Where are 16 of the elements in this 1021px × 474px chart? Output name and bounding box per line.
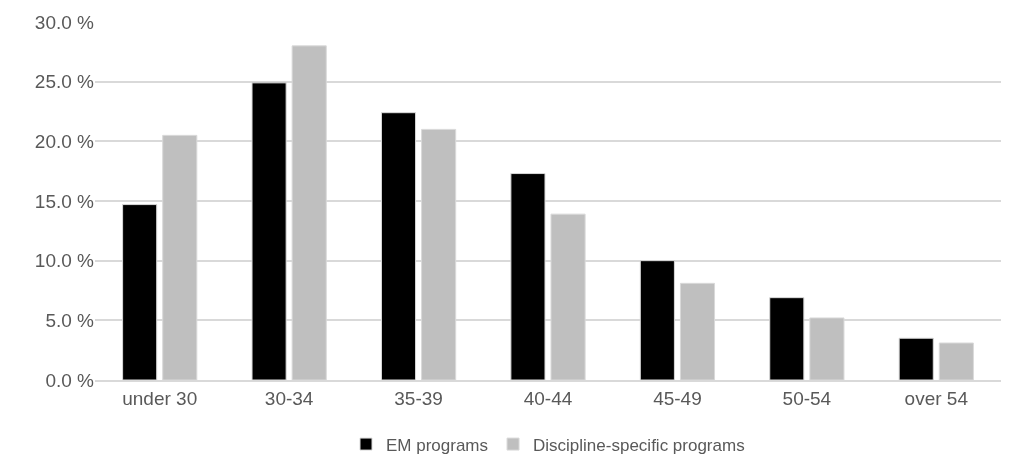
y-tick-label: 0.0 % — [45, 369, 95, 391]
legend-label: EM programs — [386, 435, 489, 455]
y-tick-label: 15.0 % — [34, 190, 95, 212]
x-tick-label: 30-34 — [264, 387, 314, 409]
x-tick-label: 50-54 — [782, 387, 832, 409]
y-tick-label: 20.0 % — [34, 130, 95, 152]
y-tick-label: 10.0 % — [34, 250, 95, 272]
y-tick-label: 5.0 % — [45, 309, 95, 331]
y-tick-label: 30.0 % — [34, 11, 95, 33]
legend-label: Discipline-specific programs — [533, 435, 745, 455]
x-tick-label: 45-49 — [653, 387, 702, 409]
y-tick-label: 25.0 % — [34, 71, 95, 93]
x-tick-label: 40-44 — [523, 387, 573, 409]
x-tick-label: under 30 — [122, 387, 198, 409]
x-tick-label: over 54 — [904, 387, 969, 409]
x-tick-label: 35-39 — [394, 387, 443, 409]
